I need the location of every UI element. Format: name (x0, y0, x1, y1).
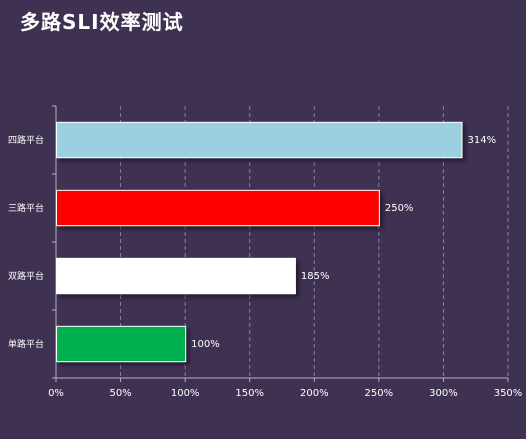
x-tick-label: 100% (171, 388, 200, 399)
x-tick-label: 200% (300, 388, 329, 399)
x-tick-label: 250% (365, 388, 394, 399)
data-label: 100% (191, 339, 220, 350)
x-tick-label: 350% (494, 388, 523, 399)
category-label: 双路平台 (8, 270, 44, 282)
category-label: 四路平台 (8, 134, 44, 146)
x-tick-label: 0% (48, 388, 64, 399)
bar-2 (56, 257, 296, 295)
x-tick-label: 50% (109, 388, 131, 399)
bar-1 (56, 189, 380, 227)
category-label: 单路平台 (8, 338, 44, 350)
data-label: 250% (385, 203, 414, 214)
category-label: 三路平台 (8, 202, 44, 214)
bar-3 (56, 325, 187, 363)
bar-0 (56, 121, 463, 159)
chart-title: 多路SLI效率测试 (20, 10, 184, 34)
data-label: 185% (301, 271, 330, 282)
data-label: 314% (468, 135, 497, 146)
x-tick-label: 300% (429, 388, 458, 399)
x-tick-label: 150% (235, 388, 264, 399)
